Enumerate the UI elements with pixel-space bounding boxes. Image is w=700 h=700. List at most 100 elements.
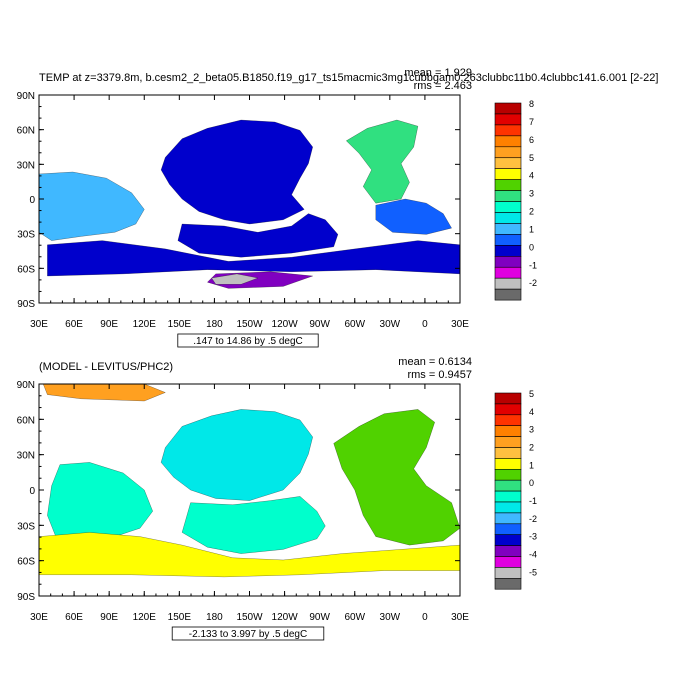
colorbar-swatch (494, 501, 522, 514)
colorbar-swatch (494, 414, 522, 426)
x-tick-label: 180 (206, 612, 223, 623)
colorbar-label: 2 (529, 207, 534, 217)
colorbar-label: 0 (529, 242, 534, 252)
x-tick-label: 0 (422, 612, 428, 623)
colorbar-swatch (494, 436, 522, 448)
x-tick-label: 60W (344, 319, 365, 330)
region-pacific-south (177, 213, 339, 258)
colorbar-label: 2 (529, 443, 534, 453)
colorbar-swatch (494, 157, 522, 169)
colorbar: 8 7 6 5 4 3 2 1 0 -1 -2 (494, 99, 537, 301)
colorbar-swatch (494, 201, 522, 213)
x-tick-label: 90E (100, 319, 118, 330)
colorbar-swatch (494, 124, 522, 137)
y-tick-label: 60N (17, 415, 35, 426)
stat-rms: rms = 2.463 (414, 80, 472, 92)
contour-info-box: .147 to 14.86 by .5 degC (177, 333, 319, 348)
y-tick-label: 90N (17, 91, 35, 102)
contour-info-box: -2.133 to 3.997 by .5 degC (171, 626, 325, 641)
x-tick-label: 150E (168, 612, 192, 623)
colorbar-label: 1 (529, 224, 534, 234)
colorbar-swatch (494, 523, 522, 535)
colorbar-label: 3 (529, 189, 534, 199)
contour-info: -2.133 to 3.997 by .5 degC (189, 629, 307, 640)
colorbar-label: 8 (529, 99, 534, 109)
y-tick-label: 60S (17, 557, 35, 568)
colorbar-swatch (494, 425, 522, 437)
x-tick-label: 150W (236, 612, 263, 623)
x-tick-label: 30E (451, 319, 469, 330)
colorbar-label: -2 (529, 278, 537, 288)
y-tick-label: 90S (17, 592, 35, 603)
colorbar-label: 0 (529, 478, 534, 488)
colorbar-swatch (494, 146, 522, 159)
region-pacific-south (181, 496, 326, 554)
colorbar-swatch (494, 512, 522, 525)
colorbar-swatch (494, 179, 522, 191)
x-tick-label: 150E (168, 319, 192, 330)
colorbar: 5 4 3 2 1 0 -1 -2 -3 -4 -5 (494, 389, 537, 590)
region-pacific-north (160, 119, 313, 225)
x-tick-label: 120W (272, 319, 299, 330)
colorbar-swatch (494, 458, 522, 470)
x-tick-label: 30W (380, 319, 401, 330)
colorbar-label: -2 (529, 514, 537, 524)
contour-info-frame (177, 333, 319, 348)
contour-info: .147 to 14.86 by .5 degC (193, 336, 303, 347)
colorbar-swatch (494, 403, 522, 416)
x-tick-label: 60E (65, 612, 83, 623)
colorbar-swatch (494, 479, 522, 492)
x-tick-label: 30E (30, 612, 48, 623)
colorbar-swatch (494, 567, 522, 579)
colorbar-label: 4 (529, 407, 534, 417)
region-southern-ocean (47, 240, 460, 277)
colorbar-swatch (494, 468, 522, 481)
field (39, 384, 460, 578)
colorbar-swatch (494, 556, 522, 568)
stat-rms: rms = 0.9457 (407, 369, 472, 381)
colorbar-swatch (494, 113, 522, 126)
x-tick-label: 120E (133, 612, 157, 623)
x-tick-label: 60W (344, 612, 365, 623)
colorbar-swatch (494, 190, 522, 202)
y-tick-label: 30S (17, 521, 35, 532)
region-indian-ocean (39, 171, 145, 241)
colorbar-label: 5 (529, 389, 534, 399)
colorbar-label: 7 (529, 117, 534, 127)
region-indian-ocean (47, 462, 153, 542)
x-tick-label: 0 (422, 319, 428, 330)
colorbar-swatch (494, 277, 522, 290)
y-tick-label: 30N (17, 160, 35, 171)
colorbar-label: 4 (529, 171, 534, 181)
colorbar-swatch (494, 577, 522, 590)
y-tick-label: 60N (17, 126, 35, 137)
stat-mean: mean = 0.6134 (398, 356, 472, 368)
colorbar-swatch (494, 255, 522, 268)
region-atlantic (333, 409, 460, 546)
region-southern-ocean (39, 532, 460, 578)
colorbar-swatch (494, 392, 522, 405)
x-tick-label: 120W (272, 612, 299, 623)
y-tick-label: 30N (17, 451, 35, 462)
colorbar-label: 1 (529, 460, 534, 470)
x-tick-label: 180 (206, 319, 223, 330)
x-tick-label: 30E (30, 319, 48, 330)
colorbar-swatch (494, 447, 522, 459)
colorbar-label: 6 (529, 135, 534, 145)
colorbar-swatch (494, 266, 522, 279)
contour-info-frame (171, 626, 325, 641)
region-antarctic-bottom (211, 273, 259, 285)
x-tick-label: 90W (309, 612, 330, 623)
colorbar-swatch (494, 234, 522, 246)
panel-1: TEMP at z=3379.8m, b.cesm2_2_beta05.B185… (17, 67, 658, 348)
y-tick-label: 90N (17, 380, 35, 391)
colorbar-label: 3 (529, 425, 534, 435)
chart-title: TEMP at z=3379.8m, b.cesm2_2_beta05.B185… (39, 72, 658, 84)
x-tick-label: 150W (236, 319, 263, 330)
colorbar-label: -3 (529, 532, 537, 542)
x-tick-label: 30E (451, 612, 469, 623)
colorbar-swatch (494, 223, 522, 235)
colorbar-swatch (494, 490, 522, 503)
